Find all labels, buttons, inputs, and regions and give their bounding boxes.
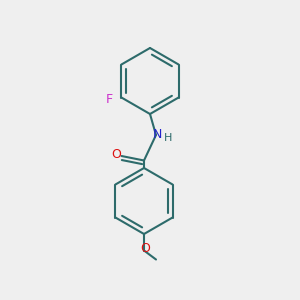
Text: H: H [164, 133, 172, 143]
Text: N: N [153, 128, 162, 142]
Text: O: O [141, 242, 150, 255]
Text: O: O [111, 148, 121, 161]
Text: F: F [106, 92, 113, 106]
